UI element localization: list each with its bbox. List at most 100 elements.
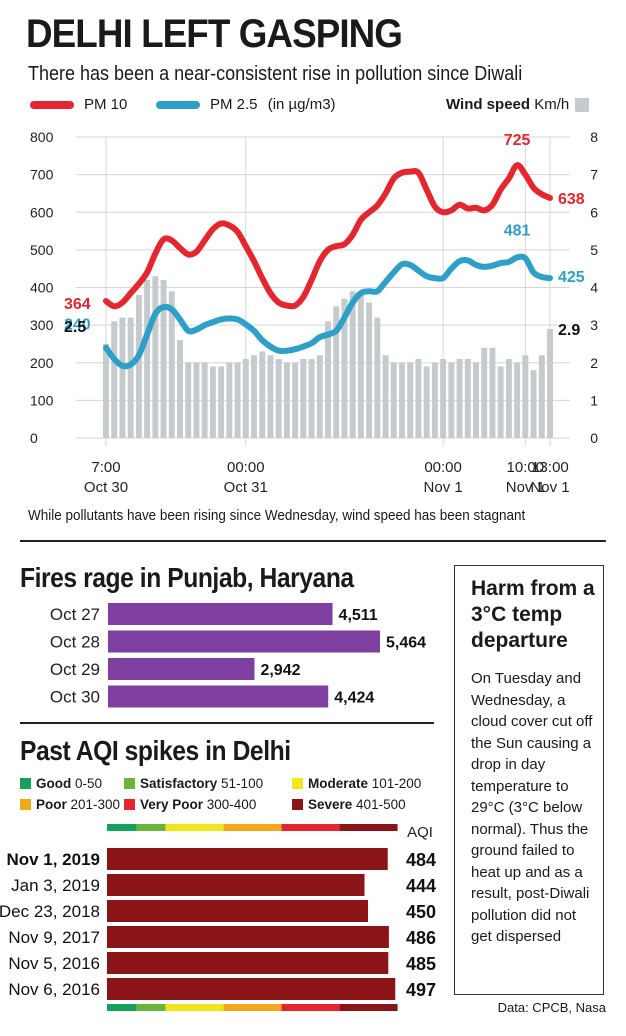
wind-bar xyxy=(325,321,331,438)
wind-bar xyxy=(431,362,438,438)
aqi-column-label: AQI xyxy=(407,824,433,841)
aqi-legend-label: Moderate xyxy=(308,776,369,791)
aqi-legend-item: Severe 401-500 xyxy=(292,797,406,812)
wind-bar xyxy=(251,355,257,438)
wind-bar xyxy=(111,321,118,438)
wind-bar xyxy=(259,351,266,438)
wind-bar xyxy=(267,355,274,438)
fires-bar xyxy=(108,630,380,653)
aqi-legend-swatch xyxy=(124,778,135,789)
aqi-category-label: Nov 5, 2016 xyxy=(8,954,100,973)
pollution-line-chart: 0 100 200 300 400 500 600 700 800 0 1 2 3 4 5 6 7 8 7:00 Oc… xyxy=(30,129,598,496)
wind-bar xyxy=(144,279,151,438)
divider xyxy=(20,722,434,724)
data-label: 364 xyxy=(64,296,91,313)
wind-bar xyxy=(374,317,381,438)
wind-bar xyxy=(300,358,307,438)
fires-value-label: 2,942 xyxy=(260,662,300,679)
wind-bar xyxy=(103,343,109,438)
wind-bar xyxy=(464,358,471,438)
fires-bar-chart: Oct 27 4,511 Oct 28 5,464 Oct 29 2,942 Oct 30 4… xyxy=(50,603,426,708)
legend-wind-label: Wind speed xyxy=(446,96,531,113)
aqi-legend-label: Severe xyxy=(308,797,353,812)
aqi-bar xyxy=(107,900,368,922)
aqi-legend-range: 201-300 xyxy=(66,797,121,812)
wind-bar xyxy=(218,366,225,438)
y-right-tick: 6 xyxy=(590,204,598,220)
wind-bar xyxy=(530,370,537,438)
divider xyxy=(20,540,606,542)
wind-bar xyxy=(366,302,373,438)
x-tick-time: 10:00 xyxy=(507,459,545,476)
aqi-category-label: Nov 6, 2016 xyxy=(8,980,100,999)
aqi-title: Past AQI spikes in Delhi xyxy=(20,735,291,766)
aqi-scale-band xyxy=(223,824,282,831)
side-box: Harm from a 3°C temp departure On Tuesda… xyxy=(454,565,604,995)
chart-caption: While pollutants have been rising since … xyxy=(28,508,526,524)
y-right-tick: 5 xyxy=(590,242,598,258)
aqi-legend-swatch xyxy=(292,778,303,789)
wind-bar xyxy=(152,276,159,438)
y-left-tick: 500 xyxy=(30,242,54,258)
wind-bar xyxy=(399,362,405,438)
aqi-legend-label: Good xyxy=(36,776,72,791)
y-left-tick: 700 xyxy=(30,167,54,183)
x-tick-time: 13:00 xyxy=(531,459,569,476)
aqi-category-label: Jan 3, 2019 xyxy=(11,876,100,895)
fires-category-label: Oct 30 xyxy=(50,688,100,707)
aqi-bar xyxy=(107,978,396,1000)
wind-bar xyxy=(193,362,200,438)
legend-pm10: PM 10 xyxy=(30,96,127,113)
wind-bar xyxy=(333,306,340,438)
wind-bar xyxy=(522,355,529,438)
aqi-legend-range: 300-400 xyxy=(203,797,257,812)
wind-bar xyxy=(547,328,553,438)
aqi-legend-item: Very Poor 300-400 xyxy=(124,797,256,812)
fires-value-label: 4,511 xyxy=(339,607,378,624)
aqi-scale-band xyxy=(339,824,398,831)
fires-bar xyxy=(108,658,255,680)
aqi-value-label: 497 xyxy=(406,980,436,1000)
aqi-bar xyxy=(107,952,389,974)
y-left-tick: 200 xyxy=(30,355,54,371)
wind-bar xyxy=(185,362,192,438)
wind-swatch xyxy=(575,98,590,113)
y-right-tick: 4 xyxy=(590,280,598,296)
wind-bar xyxy=(357,295,364,438)
pm10-swatch xyxy=(30,101,74,110)
wind-bar xyxy=(177,340,183,438)
wind-bar xyxy=(201,362,208,438)
y-left-tick: 800 xyxy=(30,129,54,145)
legend-unit: (in µg/m3) xyxy=(267,96,336,113)
y-right-tick: 3 xyxy=(590,317,598,333)
legend-pm25-label: PM 2.5 xyxy=(210,96,258,113)
aqi-scale-band xyxy=(165,824,224,831)
aqi-legend-label: Very Poor xyxy=(140,797,204,812)
wind-bar xyxy=(135,295,142,438)
data-label: 2.9 xyxy=(558,322,580,339)
page-title: DELHI LEFT GASPING xyxy=(26,12,403,56)
y-left-tick: 600 xyxy=(30,204,54,220)
legend-wind: Wind speed Km/h xyxy=(446,96,590,113)
wind-bar xyxy=(423,366,430,438)
fires-bar xyxy=(108,685,329,708)
wind-bar xyxy=(390,362,397,438)
wind-bar xyxy=(473,362,479,438)
pm25-swatch xyxy=(156,101,200,110)
wind-bar xyxy=(456,358,463,438)
aqi-legend-item: Satisfactory 51-100 xyxy=(124,776,263,791)
wind-bar xyxy=(160,279,167,438)
wind-bar xyxy=(489,347,496,438)
aqi-bar xyxy=(107,848,388,870)
aqi-bar xyxy=(107,874,365,896)
y-right-tick: 7 xyxy=(590,167,598,183)
legend-pm25: PM 2.5 (in µg/m3) xyxy=(156,96,336,113)
wind-bar xyxy=(382,355,389,438)
aqi-bar-chart: AQI Nov 1, 2019 484 Jan 3, 2019 444 Dec 23, 2… xyxy=(0,824,436,1011)
wind-bar xyxy=(308,358,315,438)
wind-bar xyxy=(127,317,134,438)
source-credit: Data: CPCB, Nasa xyxy=(497,1000,606,1015)
wind-bar xyxy=(316,355,323,438)
aqi-value-label: 486 xyxy=(406,928,436,948)
data-label: 481 xyxy=(504,222,531,239)
